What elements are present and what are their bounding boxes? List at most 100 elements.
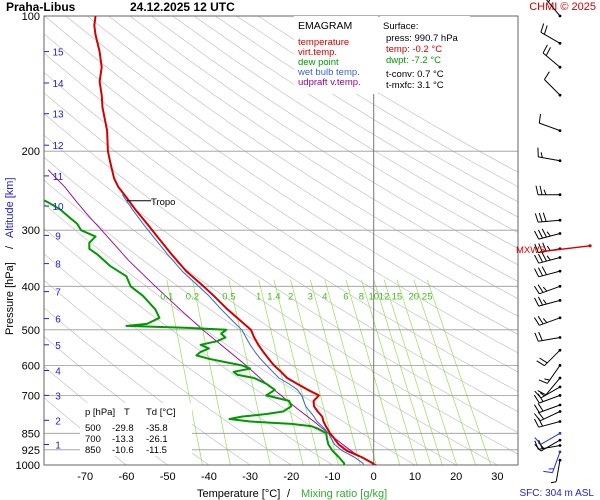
wind-barb-feather [533, 317, 540, 326]
mixing-ratio-line [361, 279, 418, 465]
temperature-tick-label: -20 [283, 471, 299, 483]
wind-barb-dot [558, 41, 562, 45]
wind-barb-feather [537, 403, 544, 412]
wind-barb-feather [543, 25, 548, 35]
legend-virt-temp: virt.temp. [298, 47, 337, 58]
wind-barb-feather [534, 243, 539, 253]
altitude-tick-label: 3 [55, 391, 61, 402]
mixing-ratio-label: 1.4 [267, 291, 280, 302]
wind-barb-feather [534, 332, 539, 342]
altitude-tick-label: 5 [55, 341, 61, 352]
x-axis-title-sep: / [287, 488, 291, 500]
wind-barb-feather [546, 231, 551, 237]
wind-barb-staff [542, 52, 561, 68]
wind-barb [534, 385, 562, 399]
temperature-tick-label: -10 [325, 471, 341, 483]
wind-barb [534, 331, 562, 342]
wind-barb-dot [558, 256, 562, 259]
wind-barb-feather [542, 44, 548, 54]
dry-adiabat-line [215, 16, 518, 203]
wind-barb-feather [533, 404, 540, 413]
wind-barb-feather [536, 360, 545, 367]
wind-barb-dot [558, 444, 562, 447]
dry-adiabat-line [172, 16, 518, 233]
wind-barb-feather [534, 254, 540, 264]
altitude-tick-label: 2 [55, 416, 61, 427]
mixing-ratio-line [309, 279, 361, 465]
wind-barb-feather [537, 390, 547, 396]
wind-barb-feather [539, 357, 548, 364]
mixing-ratio-line [273, 279, 321, 465]
surface-dwpt: dwpt: -7.2 °C [386, 55, 441, 66]
wind-barb-feather [543, 71, 550, 80]
wind-barb-feather [540, 23, 545, 33]
wind-barb-staff [539, 411, 561, 422]
pressure-tick-label: 850 [22, 428, 40, 440]
wind-barb-feather [537, 441, 545, 450]
mixing-ratio-line [192, 279, 231, 465]
dewpoint-profile [44, 199, 346, 465]
wind-barb-feather [539, 392, 545, 397]
wind-barb-dot [558, 385, 562, 389]
wind-barb-feather [537, 296, 544, 306]
wind-barb-staff [540, 432, 561, 445]
mixing-ratio-line [383, 279, 443, 465]
wind-barb-feather [535, 185, 539, 195]
wind-barb-feather [543, 189, 547, 195]
wind-barb [534, 228, 562, 240]
wind-barb-staff [552, 451, 561, 473]
pressure-tick-label: 500 [22, 325, 40, 337]
station-name: Praha-Libus [6, 0, 76, 14]
wind-barb-staff [544, 349, 561, 367]
wind-barb-feather [534, 213, 539, 223]
wind-barb-feather [533, 285, 540, 295]
wind-barb [534, 410, 562, 422]
temperature-tick-label: -60 [118, 471, 134, 483]
mixing-ratio-line [426, 279, 492, 465]
wind-barb-dot [558, 348, 562, 352]
dry-adiabat-line [44, 72, 518, 392]
wind-barb-feather [542, 242, 547, 252]
wind-barb-dot [558, 129, 562, 133]
wind-barb [542, 44, 562, 69]
dry-adiabat-line [87, 16, 518, 300]
mixing-ratio-line [413, 279, 476, 465]
mixing-ratio-label: 6 [343, 291, 348, 302]
altitude-tick-label: 15 [52, 48, 64, 59]
mixing-ratio-label: 4 [322, 291, 327, 302]
legend-parcel: udpraft v.temp. [298, 77, 361, 88]
legend-wet-bulb: wet bulb temp. [297, 67, 360, 78]
y-axis-title-sep: / [4, 245, 16, 249]
wind-barb-feather [534, 268, 540, 278]
table-cell: -13.3 [112, 434, 134, 445]
pressure-tick-label: 300 [22, 225, 40, 237]
mixing-ratio-label: 3 [308, 291, 313, 302]
dry-adiabat-line [193, 16, 518, 218]
wind-barb-feather [538, 243, 543, 253]
wind-barb [534, 212, 562, 223]
wind-barb-staff [555, 460, 561, 482]
table-cell: 850 [85, 445, 101, 456]
wind-barb-staff [539, 317, 561, 326]
altitude-tick-label: 13 [52, 110, 64, 121]
wind-barb-dot [558, 431, 562, 435]
surface-tconv: t-conv: 0.7 °C [386, 69, 444, 80]
copyright: CHMI © 2025 [529, 1, 596, 13]
tropopause-label: Tropo [151, 197, 175, 208]
dry-adiabat-line [129, 16, 518, 266]
wind-barb-feather [538, 113, 541, 124]
wind-barb-dot [558, 269, 562, 273]
mixing-ratio-line [324, 279, 377, 465]
wind-barb-dot [558, 450, 562, 454]
temperature-tick-label: 30 [491, 471, 503, 483]
mixing-ratio-label: 2 [288, 291, 293, 302]
surface-temp: temp: -0.2 °C [386, 44, 442, 55]
mixing-ratio-label: 10 [369, 291, 380, 302]
sfc-elevation: SFC: 304 m ASL [520, 488, 595, 499]
wind-barb-feather [538, 379, 548, 384]
wind-barb-feather [537, 411, 545, 420]
legend: EMAGRAM temperature virt.temp. dew point… [294, 16, 378, 94]
wind-barb-dot [558, 14, 562, 18]
temperature-tick-label: -50 [160, 471, 176, 483]
